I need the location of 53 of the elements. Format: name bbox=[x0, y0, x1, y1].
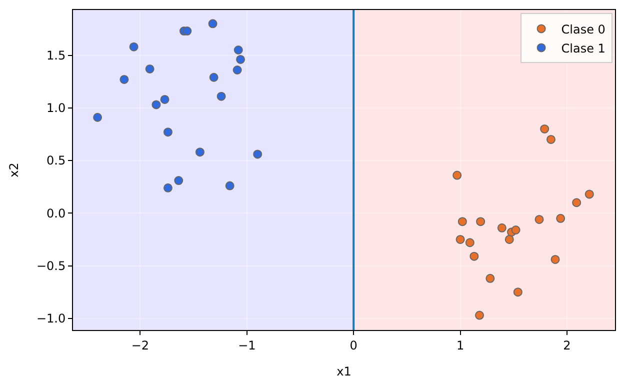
point bbox=[465, 238, 474, 248]
point bbox=[182, 26, 192, 36]
point bbox=[174, 176, 184, 186]
point bbox=[225, 181, 234, 190]
y-tick-label: 1.0 bbox=[46, 101, 66, 116]
legend-label: Clase 0 bbox=[561, 22, 606, 36]
point bbox=[550, 254, 560, 264]
point bbox=[236, 54, 246, 64]
point bbox=[572, 198, 582, 208]
point bbox=[216, 92, 226, 101]
point bbox=[475, 310, 484, 320]
point bbox=[253, 150, 262, 159]
point bbox=[513, 288, 522, 297]
point bbox=[160, 94, 170, 104]
y-tick-label: 0.0 bbox=[46, 206, 66, 220]
point bbox=[145, 64, 154, 74]
point bbox=[456, 234, 465, 244]
point bbox=[209, 72, 218, 82]
point bbox=[556, 214, 566, 223]
point bbox=[476, 217, 486, 226]
x-tick-label: −2 bbox=[131, 338, 150, 352]
x-tick-label: 0 bbox=[350, 338, 358, 352]
point bbox=[540, 124, 550, 134]
point bbox=[163, 128, 172, 137]
x-tick-label: −1 bbox=[238, 338, 256, 352]
point bbox=[234, 46, 243, 54]
point bbox=[129, 42, 138, 52]
x-axis-title: x1 bbox=[336, 364, 352, 378]
y-axis-title: x2 bbox=[6, 162, 21, 178]
point bbox=[584, 190, 594, 199]
point bbox=[232, 66, 242, 74]
point bbox=[504, 234, 514, 244]
y-tick-label: −1.0 bbox=[36, 312, 66, 326]
x-tick-label: 1 bbox=[456, 338, 464, 352]
legend-label: Clase 1 bbox=[561, 41, 606, 56]
point bbox=[452, 170, 462, 180]
point bbox=[486, 274, 495, 283]
y-tick-label: 1.5 bbox=[46, 48, 66, 62]
point bbox=[163, 183, 172, 192]
point bbox=[458, 217, 467, 226]
point bbox=[546, 134, 556, 144]
point bbox=[497, 223, 506, 232]
point bbox=[470, 252, 479, 261]
x-tick-label: 2 bbox=[563, 338, 571, 352]
point bbox=[208, 19, 218, 28]
point bbox=[195, 148, 204, 157]
point bbox=[511, 226, 520, 234]
y-tick-label: 0.5 bbox=[46, 154, 66, 168]
point bbox=[534, 214, 544, 224]
point bbox=[152, 100, 161, 110]
y-tick-label: −0.5 bbox=[36, 258, 66, 273]
point bbox=[93, 112, 102, 122]
point bbox=[120, 74, 129, 84]
